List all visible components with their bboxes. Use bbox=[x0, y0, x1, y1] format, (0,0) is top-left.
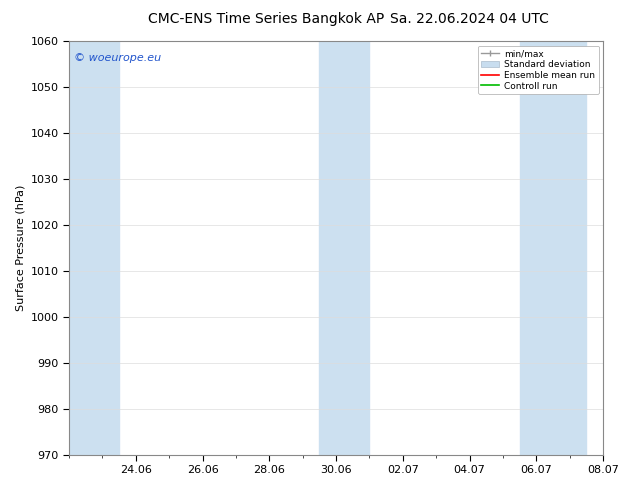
Text: © woeurope.eu: © woeurope.eu bbox=[74, 53, 162, 64]
Text: CMC-ENS Time Series Bangkok AP: CMC-ENS Time Series Bangkok AP bbox=[148, 12, 384, 26]
Legend: min/max, Standard deviation, Ensemble mean run, Controll run: min/max, Standard deviation, Ensemble me… bbox=[478, 46, 598, 94]
Text: Sa. 22.06.2024 04 UTC: Sa. 22.06.2024 04 UTC bbox=[390, 12, 548, 26]
Bar bbox=[520, 41, 586, 455]
Bar bbox=[69, 41, 119, 455]
Y-axis label: Surface Pressure (hPa): Surface Pressure (hPa) bbox=[15, 185, 25, 311]
Bar bbox=[320, 41, 370, 455]
